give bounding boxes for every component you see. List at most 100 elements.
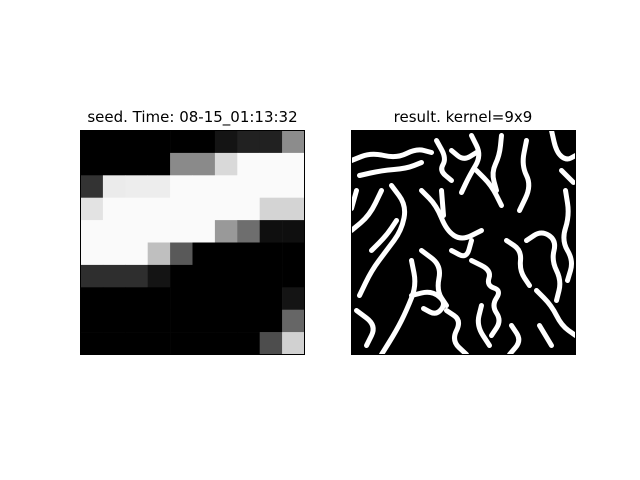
result-stroke-18	[449, 238, 474, 259]
result-image	[351, 130, 576, 355]
seed-cell-r4-c8	[259, 220, 283, 243]
result-stroke-23	[524, 230, 563, 303]
result-stroke-6	[517, 138, 532, 213]
seed-cell-r6-c2	[125, 264, 148, 288]
result-stroke-17	[419, 248, 449, 308]
seed-cell-r0-c5	[192, 130, 216, 154]
seed-cell-r6-c4	[170, 264, 193, 288]
seed-cell-r6-c8	[259, 264, 283, 288]
seed-cell-r9-c6	[214, 332, 238, 355]
seed-cell-r7-c8	[259, 287, 283, 310]
seed-cell-r3-c3	[147, 197, 171, 221]
seed-cell-r4-c9	[282, 220, 305, 243]
seed-cell-r7-c2	[125, 287, 148, 310]
result-stroke-22	[504, 238, 532, 288]
result-stroke-14	[369, 218, 399, 253]
seed-cell-r9-c9	[282, 332, 305, 355]
result-stroke-20	[444, 308, 469, 355]
seed-cell-r5-c0	[80, 242, 104, 266]
seed-cell-r1-c0	[80, 152, 104, 176]
seed-cell-r8-c0	[80, 309, 104, 333]
seed-cell-r0-c9	[282, 130, 305, 154]
seed-cell-r3-c8	[259, 197, 283, 221]
seed-cell-r9-c5	[192, 332, 216, 355]
seed-cell-r5-c3	[147, 242, 171, 266]
result-stroke-8	[559, 168, 576, 185]
seed-cell-r4-c6	[214, 220, 238, 243]
result-stroke-16	[354, 308, 376, 348]
seed-cell-r6-c1	[102, 264, 126, 288]
result-stroke-2	[434, 138, 454, 183]
seed-cell-r6-c9	[282, 264, 305, 288]
seed-cell-r5-c7	[237, 242, 260, 266]
seed-cell-r9-c3	[147, 332, 171, 355]
seed-cell-r8-c3	[147, 309, 171, 333]
seed-cell-r3-c0	[80, 197, 104, 221]
result-stroke-13	[474, 168, 504, 208]
result-stroke-29	[351, 188, 359, 211]
seed-cell-r2-c4	[170, 175, 193, 198]
result-stroke-4	[449, 148, 479, 161]
seed-cell-r2-c6	[214, 175, 238, 198]
seed-cell-r8-c7	[237, 309, 260, 333]
seed-cell-r3-c4	[170, 197, 193, 221]
seed-cell-r6-c0	[80, 264, 104, 288]
seed-cell-r7-c7	[237, 287, 260, 310]
seed-cell-r4-c7	[237, 220, 260, 243]
seed-cell-r6-c6	[214, 264, 238, 288]
seed-cell-r1-c6	[214, 152, 238, 176]
seed-cell-r0-c6	[214, 130, 238, 154]
seed-cell-r8-c2	[125, 309, 148, 333]
seed-cell-r9-c2	[125, 332, 148, 355]
result-background	[351, 130, 576, 355]
seed-cell-r9-c1	[102, 332, 126, 355]
result-stroke-21	[469, 258, 502, 338]
seed-cell-r7-c3	[147, 287, 171, 310]
seed-cell-r3-c1	[102, 197, 126, 221]
seed-cell-r0-c0	[80, 130, 104, 154]
seed-cell-r9-c7	[237, 332, 260, 355]
seed-cell-r7-c6	[214, 287, 238, 310]
seed-cell-r3-c2	[125, 197, 148, 221]
seed-cell-r9-c8	[259, 332, 283, 355]
seed-cell-r0-c7	[237, 130, 260, 154]
result-frame	[351, 130, 576, 355]
seed-cell-r1-c5	[192, 152, 216, 176]
result-stroke-11	[419, 188, 484, 241]
seed-frame	[80, 130, 305, 355]
result-stroke-19	[409, 289, 446, 316]
seed-cell-r2-c3	[147, 175, 171, 198]
seed-cell-r2-c1	[102, 175, 126, 198]
seed-cell-r3-c5	[192, 197, 216, 221]
result-stroke-28	[561, 188, 574, 283]
seed-cell-r3-c6	[214, 197, 238, 221]
result-stroke-15	[379, 258, 418, 355]
result-stroke-25	[507, 323, 522, 355]
result-stroke-24	[534, 288, 576, 338]
seed-cell-r2-c8	[259, 175, 283, 198]
seed-cell-r2-c0	[80, 175, 104, 198]
seed-cell-r7-c9	[282, 287, 305, 310]
seed-cell-r5-c2	[125, 242, 148, 266]
seed-cell-r2-c2	[125, 175, 148, 198]
result-title: result. kernel=9x9	[393, 108, 533, 126]
seed-cell-r5-c5	[192, 242, 216, 266]
seed-cell-r8-c8	[259, 309, 283, 333]
seed-cell-r4-c0	[80, 220, 104, 243]
result-stroke-27	[537, 323, 554, 348]
seed-heatmap	[80, 130, 305, 355]
seed-cell-r6-c3	[147, 264, 171, 288]
seed-cell-r3-c9	[282, 197, 305, 221]
seed-cell-r2-c5	[192, 175, 216, 198]
seed-cell-r5-c1	[102, 242, 126, 266]
seed-cell-r1-c3	[147, 152, 171, 176]
seed-cell-r9-c4	[170, 332, 193, 355]
seed-cell-r4-c3	[147, 220, 171, 243]
seed-cell-r7-c0	[80, 287, 104, 310]
result-stroke-7	[549, 130, 576, 162]
result-stroke-1	[357, 160, 424, 178]
seed-cell-r2-c7	[237, 175, 260, 198]
seed-cell-r1-c1	[102, 152, 126, 176]
result-stroke-10	[351, 188, 384, 233]
